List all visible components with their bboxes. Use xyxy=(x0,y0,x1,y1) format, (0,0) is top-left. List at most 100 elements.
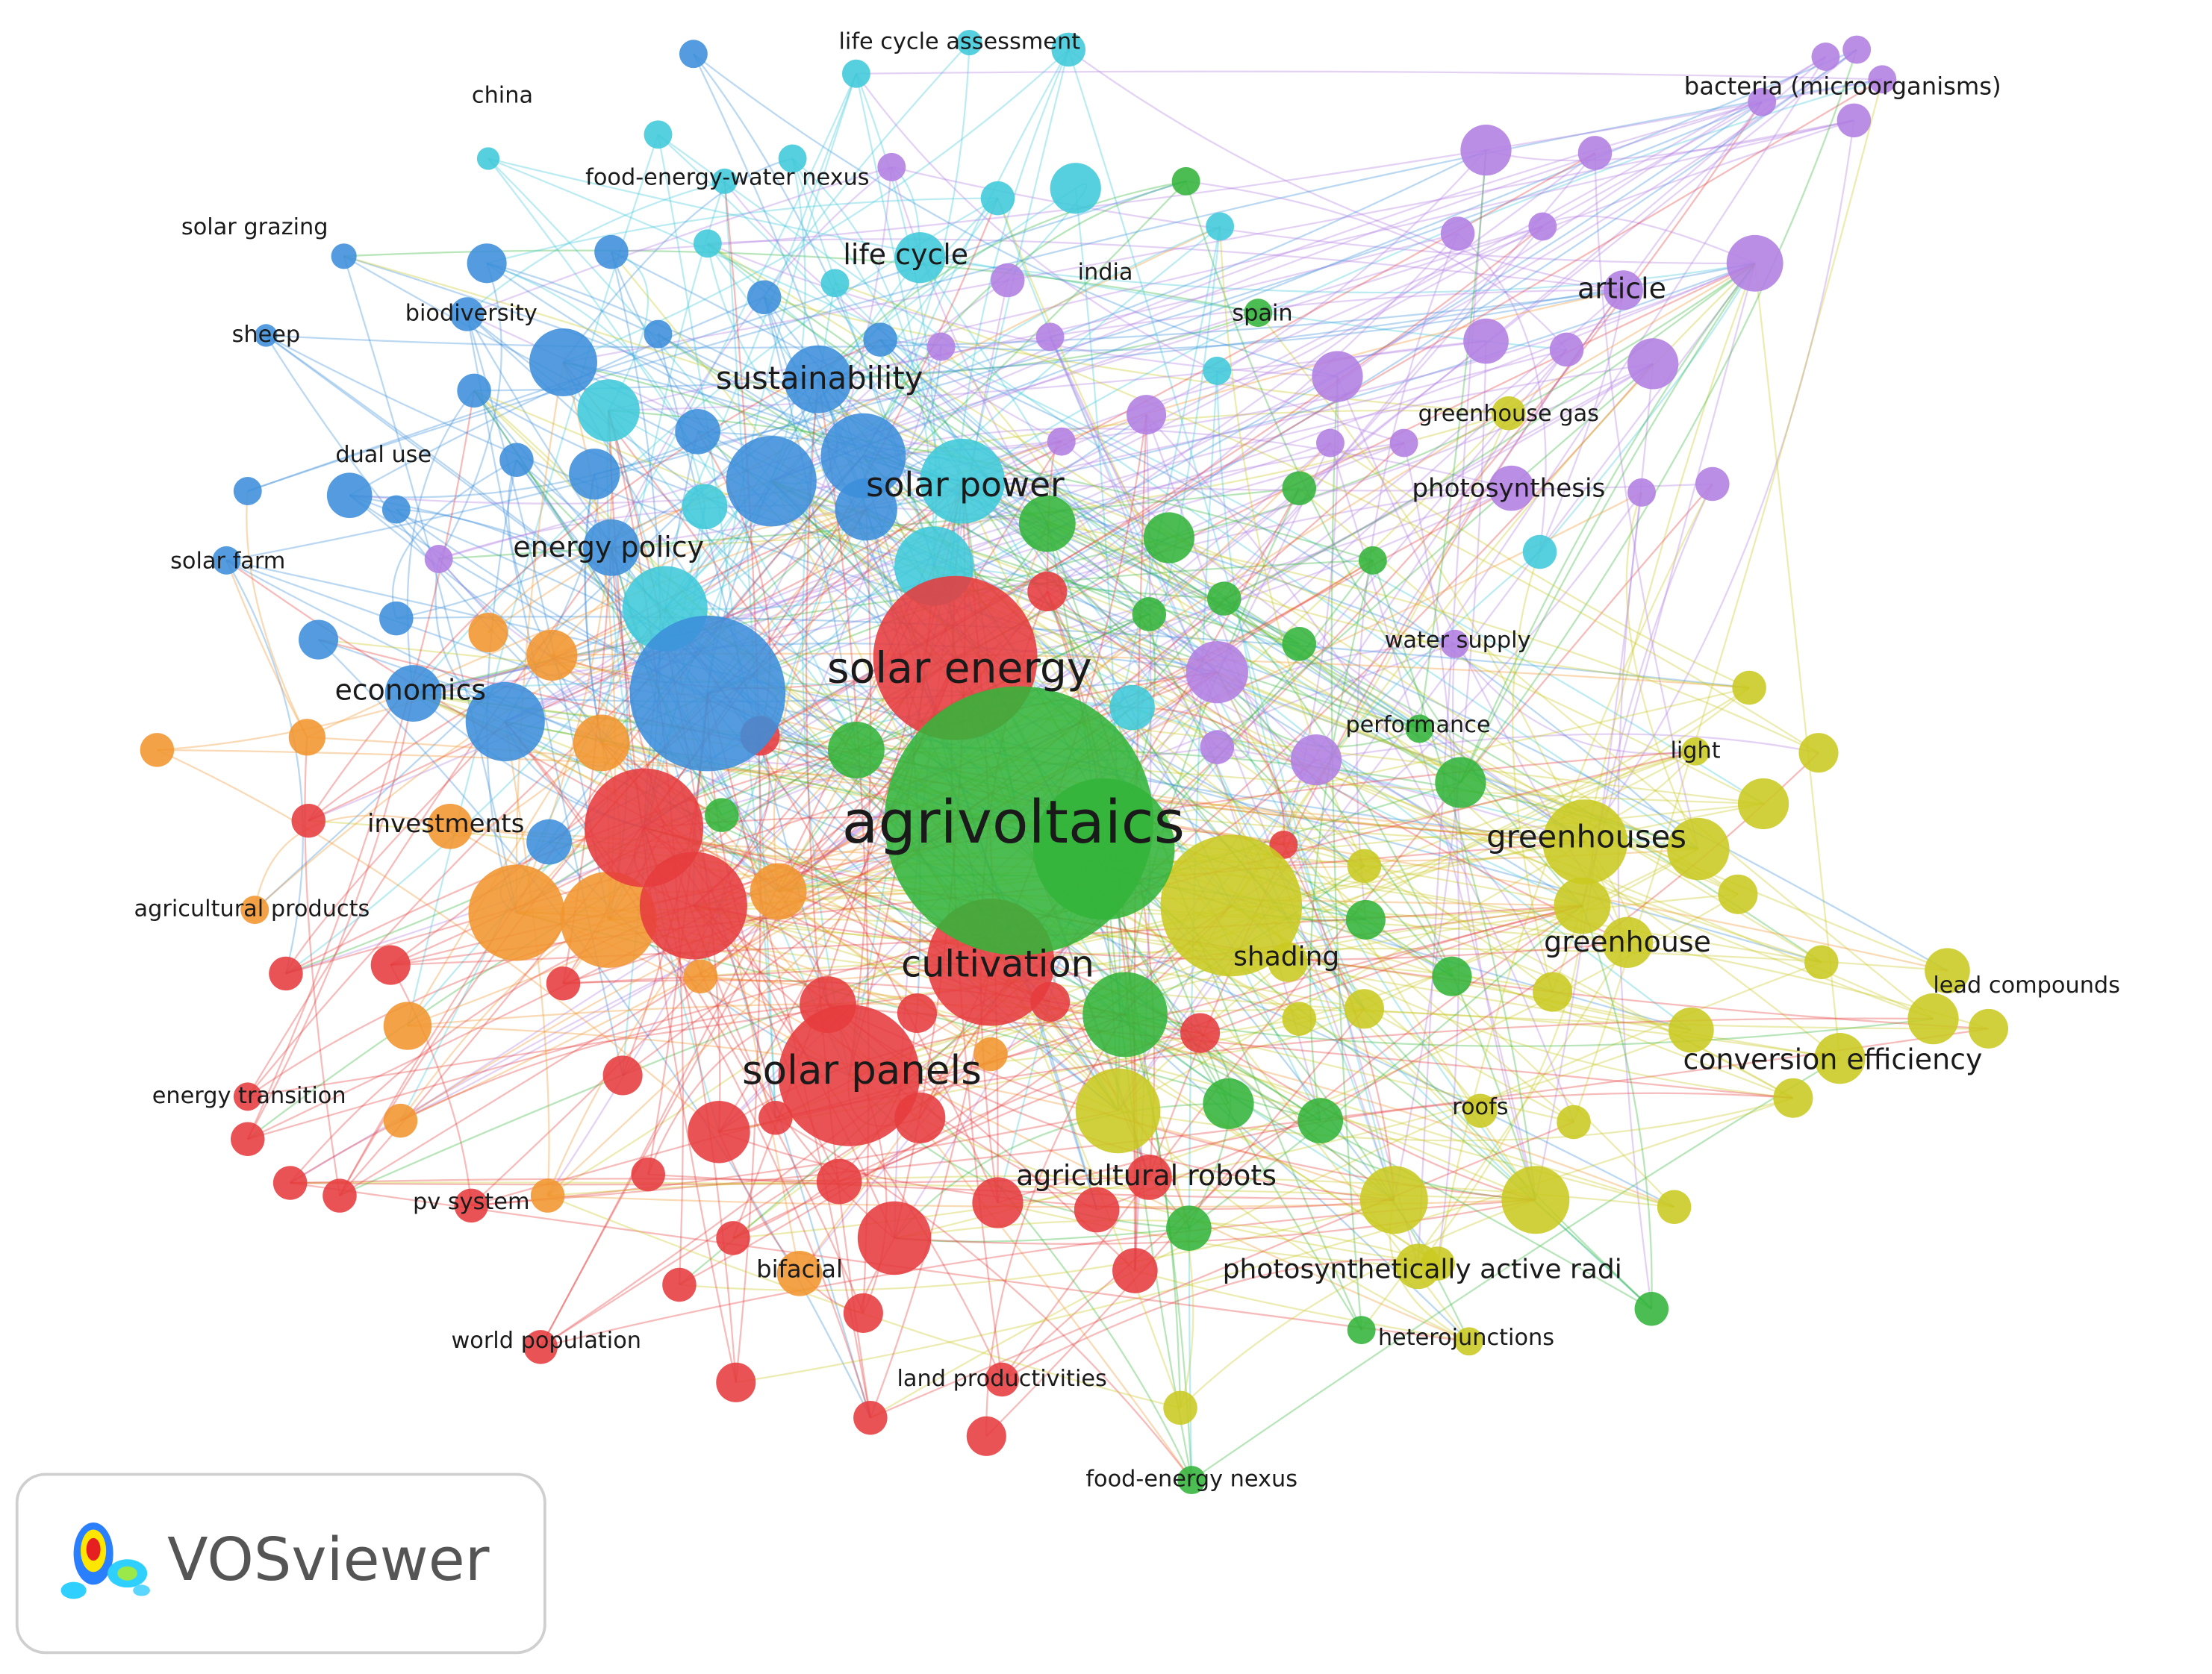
link xyxy=(1117,263,1756,1112)
link xyxy=(562,157,793,363)
link xyxy=(1001,483,1713,1381)
link xyxy=(487,157,857,751)
link xyxy=(611,412,1510,549)
node-label: solar power xyxy=(866,465,1065,505)
node xyxy=(897,993,937,1034)
link xyxy=(438,225,1543,560)
link xyxy=(679,905,1233,1286)
node xyxy=(1051,32,1086,67)
node xyxy=(476,147,500,170)
link xyxy=(692,73,857,906)
link xyxy=(1403,443,1460,1264)
link xyxy=(791,157,1321,1122)
node xyxy=(1454,1327,1483,1356)
link xyxy=(1581,905,1653,1309)
link xyxy=(879,339,1233,906)
node xyxy=(843,1293,883,1333)
node xyxy=(711,168,738,194)
link xyxy=(693,687,1750,907)
link xyxy=(764,296,1509,414)
link xyxy=(1617,492,1653,1309)
node-label: heterojunctions xyxy=(1378,1325,1554,1351)
link xyxy=(1454,643,1696,755)
link xyxy=(1223,152,1596,599)
node-label: sustainability xyxy=(716,360,923,396)
link xyxy=(707,101,1763,695)
node xyxy=(1440,629,1469,658)
node xyxy=(1082,972,1168,1058)
link xyxy=(396,616,1750,689)
link xyxy=(664,225,1221,610)
link xyxy=(997,198,1536,1201)
link xyxy=(471,1110,1118,1207)
node xyxy=(1814,1033,1866,1084)
link xyxy=(290,1178,840,1184)
link xyxy=(504,721,864,1314)
node xyxy=(1206,212,1235,241)
link xyxy=(1188,905,1583,1229)
node-label: lead compounds xyxy=(1933,972,2120,999)
node xyxy=(1737,778,1789,830)
link xyxy=(505,346,942,722)
node xyxy=(529,328,597,396)
link xyxy=(611,251,1586,843)
link xyxy=(1436,483,1713,1264)
link xyxy=(608,251,649,411)
node xyxy=(778,1005,920,1146)
link xyxy=(225,559,602,744)
node xyxy=(1358,546,1387,575)
link xyxy=(817,180,1186,380)
link xyxy=(611,349,1567,549)
link xyxy=(647,693,708,1175)
link xyxy=(504,721,550,1196)
link xyxy=(1584,263,1756,843)
link xyxy=(1124,1014,1536,1201)
link xyxy=(343,255,1764,805)
node xyxy=(381,495,411,524)
node xyxy=(468,613,508,653)
node xyxy=(705,798,739,832)
node xyxy=(884,686,1154,955)
node xyxy=(291,803,326,838)
node xyxy=(602,1055,643,1096)
node-label: energy transition xyxy=(152,1083,346,1109)
link xyxy=(894,1102,1229,1239)
link xyxy=(563,49,1070,363)
node xyxy=(1297,1098,1344,1143)
node xyxy=(966,1416,1006,1456)
link xyxy=(1230,262,1756,907)
node-label: china xyxy=(472,83,533,109)
node-label: light xyxy=(1670,737,1720,763)
node-label: investments xyxy=(367,809,524,839)
node-label: food-energy nexus xyxy=(1085,1467,1297,1493)
link xyxy=(487,157,1567,351)
node xyxy=(1460,125,1512,176)
node xyxy=(323,1178,357,1213)
link xyxy=(1124,1014,1934,1047)
node-label: agrivoltaics xyxy=(842,787,1185,857)
node xyxy=(573,714,630,772)
node xyxy=(1282,471,1317,505)
link xyxy=(775,1017,1934,1119)
node xyxy=(816,1158,862,1205)
link xyxy=(290,1004,829,1184)
link xyxy=(919,257,1395,1201)
node xyxy=(1627,478,1656,507)
node-label: biodiversity xyxy=(405,301,538,327)
node xyxy=(233,477,262,505)
node xyxy=(331,243,357,269)
link xyxy=(265,334,1395,1201)
link xyxy=(1216,370,1365,1010)
link xyxy=(413,363,1654,695)
link xyxy=(777,442,1331,893)
link xyxy=(546,749,857,1196)
link xyxy=(1512,552,1554,993)
node xyxy=(530,1178,565,1213)
node xyxy=(820,413,906,499)
link xyxy=(1217,746,1586,843)
node xyxy=(1347,849,1382,884)
node xyxy=(468,864,565,961)
link xyxy=(1224,262,1756,600)
node xyxy=(1726,234,1783,292)
link xyxy=(1061,440,1586,843)
